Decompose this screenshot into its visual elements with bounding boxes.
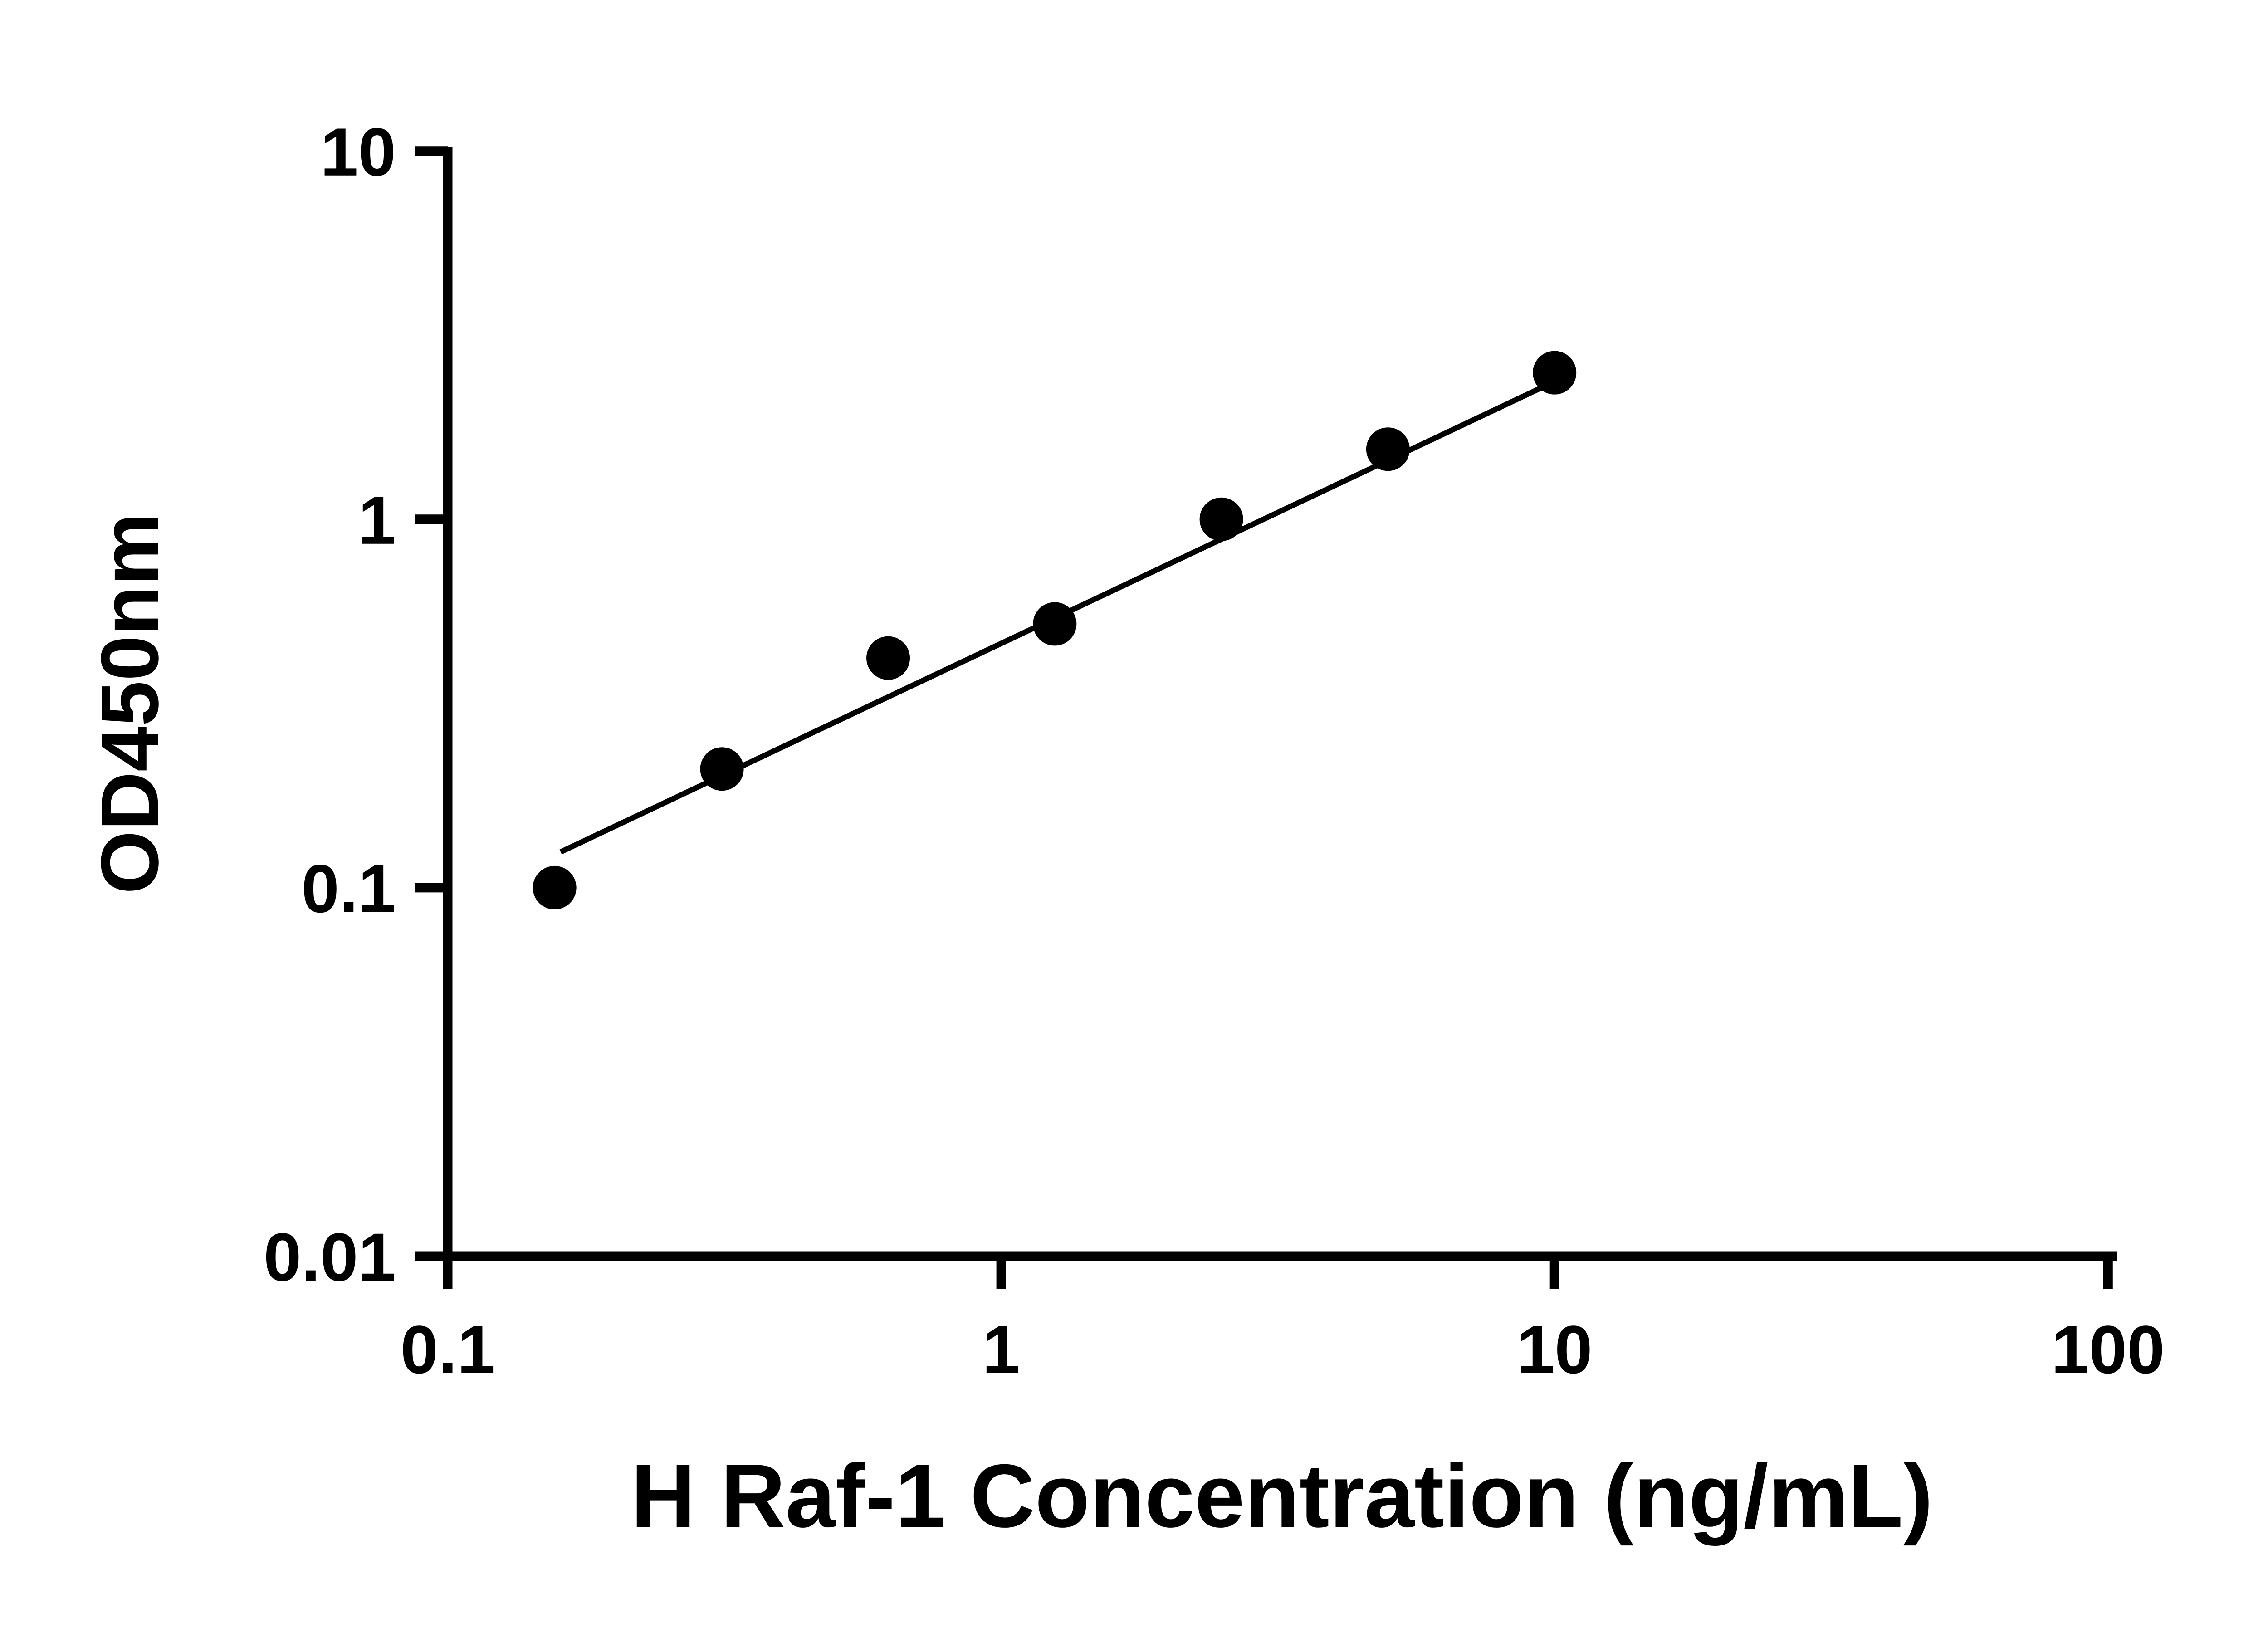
x-axis-tick-label: 10 <box>1517 1311 1593 1388</box>
x-axis-tick-label: 100 <box>2051 1311 2165 1388</box>
data-point <box>1033 602 1077 646</box>
y-axis-tick-label: 0.1 <box>301 851 396 927</box>
axis-spines <box>443 147 2117 1261</box>
data-point <box>1533 351 1577 395</box>
y-axis-title: OD450nm <box>84 513 176 894</box>
data-point <box>533 865 577 909</box>
data-point <box>866 636 910 680</box>
data-point <box>1366 427 1410 471</box>
data-point <box>700 747 744 791</box>
y-axis-tick-label: 0.01 <box>264 1219 396 1295</box>
x-axis-tick-label: 0.1 <box>401 1311 495 1388</box>
y-axis-tick-label: 10 <box>320 114 396 190</box>
data-point <box>1199 497 1243 541</box>
x-axis-tick-label: 1 <box>982 1311 1020 1388</box>
x-axis-title: H Raf-1 Concentration (ng/mL) <box>631 1446 1933 1546</box>
y-axis-tick-label: 1 <box>358 482 396 558</box>
